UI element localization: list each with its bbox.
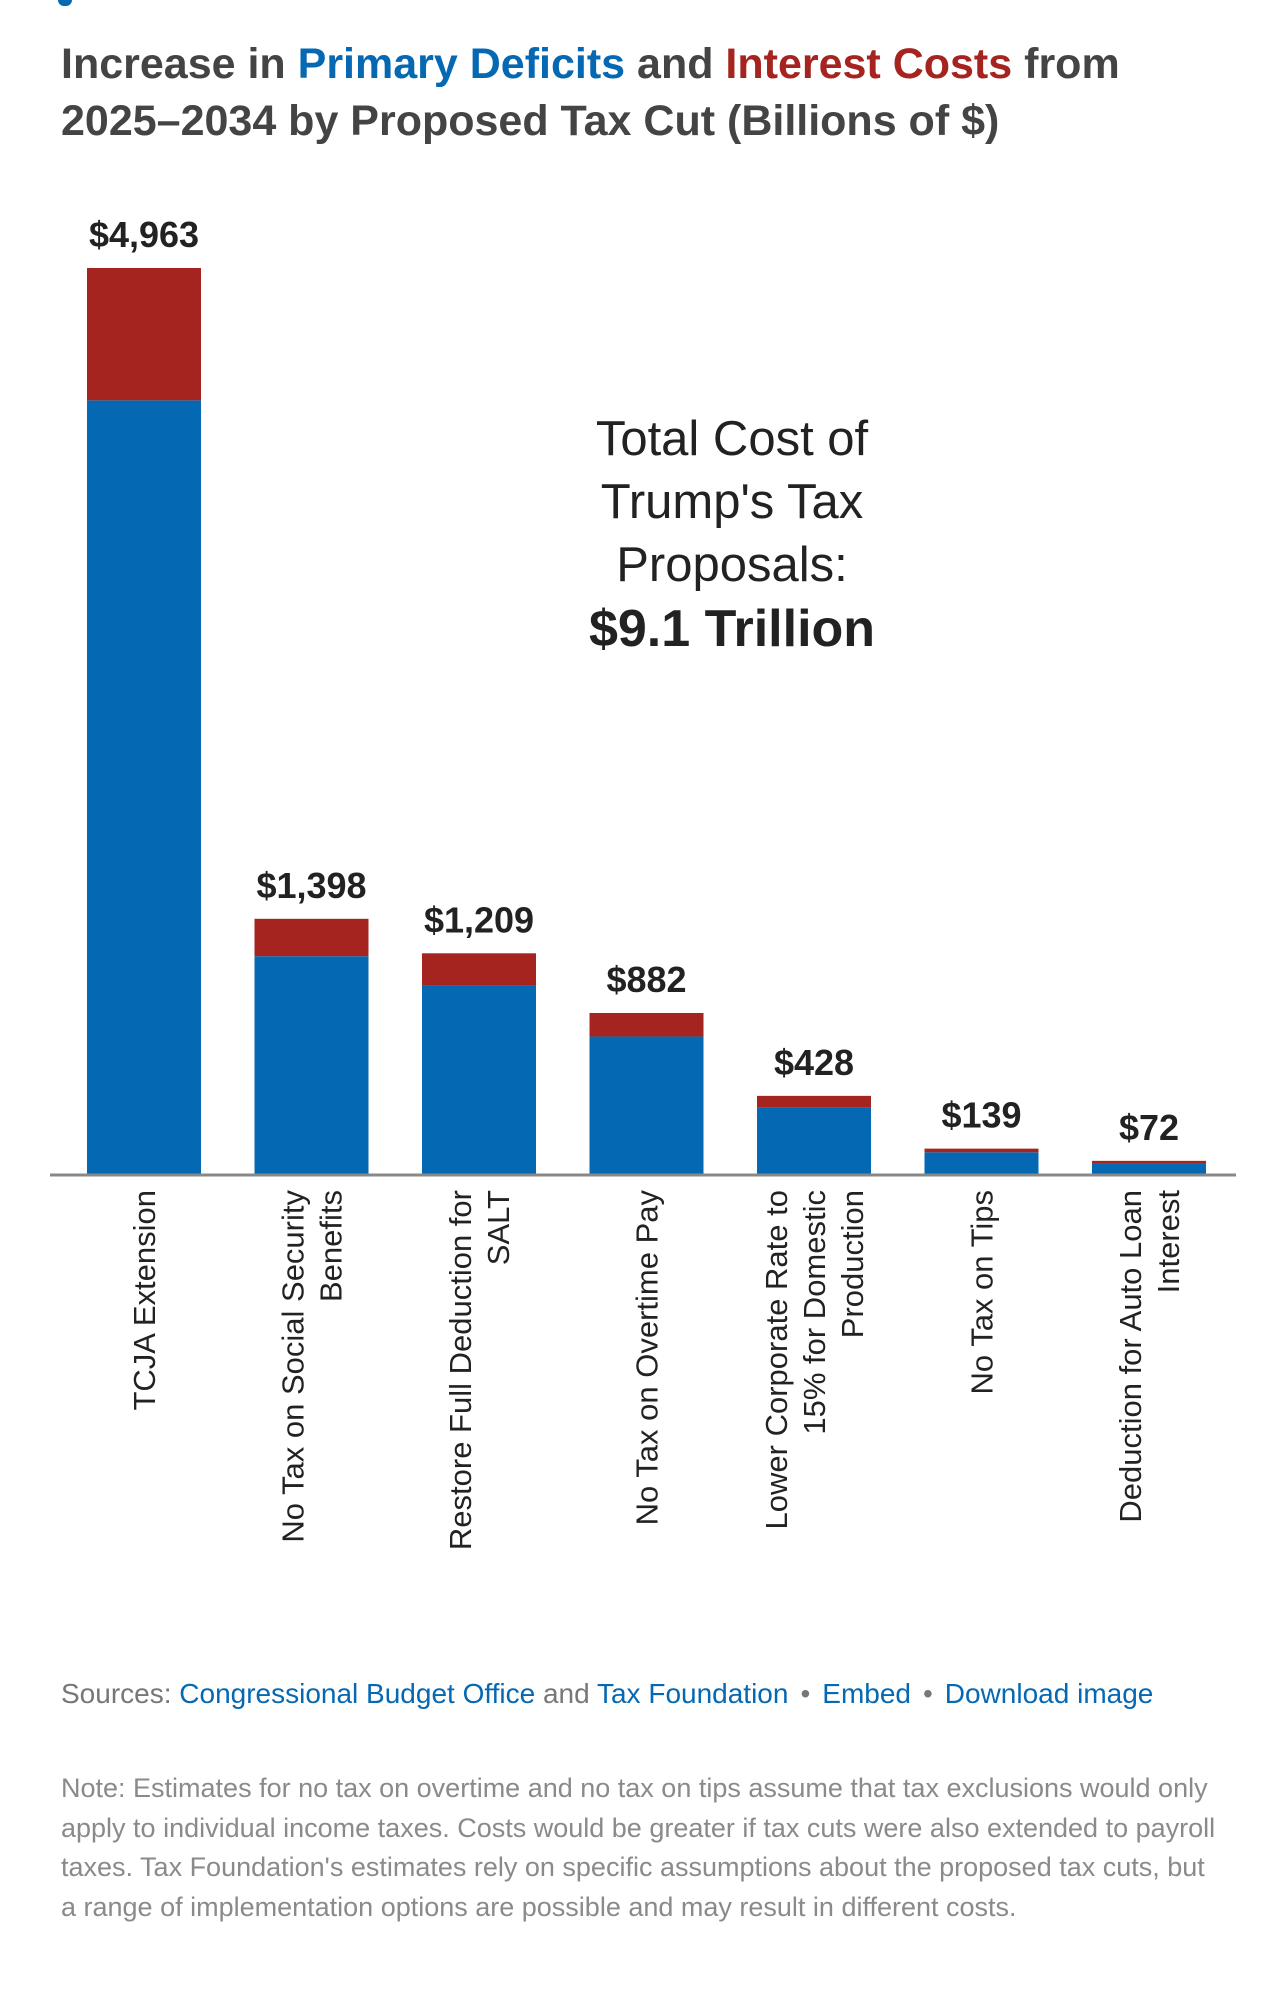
bar-interest-cost	[422, 953, 536, 986]
stacked-bar-chart: $4,963 $1,398 $1,209 $882 $428 $139 $72 TCJA E…	[50, 214, 1236, 1551]
sources-label: Sources:	[61, 1678, 172, 1709]
bar-value-label: $1,209	[424, 899, 534, 940]
total-cost-annotation: Total Cost of Trump's Tax Proposals: $9.1 T…	[589, 412, 875, 658]
category-label: Lower Corporate Rate to 15% for Domestic P…	[759, 1190, 870, 1529]
top-accent-mark	[58, 0, 72, 6]
annotation-line: Trump's Tax	[601, 475, 864, 529]
category-label: No Tax on Social Security Benefits	[276, 1190, 349, 1543]
bar-interest-cost	[589, 1012, 704, 1037]
category-label: No Tax on Tips	[965, 1190, 1000, 1394]
bar-value-label: $428	[774, 1042, 854, 1083]
value-labels-group: $4,963 $1,398 $1,209 $882 $428 $139 $72	[89, 214, 1179, 1148]
chart-title: Increase in Primary Deficits and Interes…	[61, 36, 1211, 150]
bar-interest-cost	[1092, 1160, 1206, 1164]
title-text-3: from 2025–2034 by Proposed Tax Cut (Bill…	[61, 40, 1120, 145]
sources-and: and	[542, 1678, 590, 1709]
category-label-line: SALT	[481, 1190, 516, 1265]
category-label-line: Benefits	[314, 1190, 349, 1302]
bar-value-label: $139	[941, 1095, 1021, 1136]
cbo-link[interactable]: Congressional Budget Office	[179, 1678, 536, 1709]
title-text-1: Increase in	[61, 40, 298, 88]
annotation-line: Proposals:	[616, 538, 848, 592]
category-labels-group: TCJA Extension No Tax on Social Security B…	[127, 1190, 1186, 1551]
bar-primary-deficit	[924, 1152, 1039, 1174]
embed-link[interactable]: Embed	[822, 1678, 911, 1709]
category-label: Restore Full Deduction for SALT	[443, 1190, 516, 1550]
download-image-link[interactable]: Download image	[944, 1678, 1154, 1709]
bar-value-label: $1,398	[256, 865, 366, 906]
bar-primary-deficit	[1092, 1163, 1206, 1174]
bar-primary-deficit	[87, 400, 201, 1175]
category-label-line: 15% for Domestic	[797, 1190, 832, 1435]
bar-value-label: $72	[1119, 1107, 1179, 1148]
annotation-total-value: $9.1 Trillion	[589, 600, 875, 658]
category-label-line: No Tax on Social Security	[276, 1190, 311, 1543]
category-label: Deduction for Auto Loan Interest	[1113, 1190, 1186, 1523]
category-label: TCJA Extension	[127, 1190, 162, 1411]
bar-primary-deficit	[422, 985, 536, 1174]
annotation-line: Total Cost of	[596, 412, 869, 466]
bar-value-label: $4,963	[89, 214, 199, 255]
category-label-line: Interest	[1151, 1190, 1186, 1294]
bar-value-label: $882	[606, 959, 686, 1000]
title-primary-deficits: Primary Deficits	[297, 40, 626, 88]
category-label-line: Deduction for Auto Loan	[1113, 1190, 1148, 1523]
category-label-line: No Tax on Overtime Pay	[630, 1190, 665, 1526]
tax-foundation-link[interactable]: Tax Foundation	[596, 1678, 789, 1709]
bar-interest-cost	[87, 268, 201, 401]
bar-primary-deficit	[589, 1036, 704, 1174]
bar-interest-cost	[924, 1148, 1039, 1153]
bar-primary-deficit	[757, 1107, 871, 1174]
chart-note: Note: Estimates for no tax on overtime a…	[61, 1773, 1216, 1922]
category-label-line: No Tax on Tips	[965, 1190, 1000, 1394]
bar-primary-deficit	[254, 956, 369, 1174]
title-text-2: and	[625, 40, 726, 88]
category-label-line: Restore Full Deduction for	[443, 1190, 478, 1550]
title-interest-costs: Interest Costs	[725, 40, 1013, 88]
bar-interest-cost	[254, 918, 369, 957]
separator-dot: •	[922, 1678, 933, 1709]
bar-interest-cost	[757, 1095, 871, 1108]
sources-line: Sources: Congressional Budget Office and…	[61, 1674, 1211, 1714]
category-label-line: Lower Corporate Rate to	[759, 1190, 794, 1529]
category-label: No Tax on Overtime Pay	[630, 1190, 665, 1526]
bars-group	[87, 268, 1206, 1175]
category-label-line: Production	[835, 1190, 870, 1338]
category-label-line: TCJA Extension	[127, 1190, 162, 1411]
separator-dot: •	[800, 1678, 811, 1709]
